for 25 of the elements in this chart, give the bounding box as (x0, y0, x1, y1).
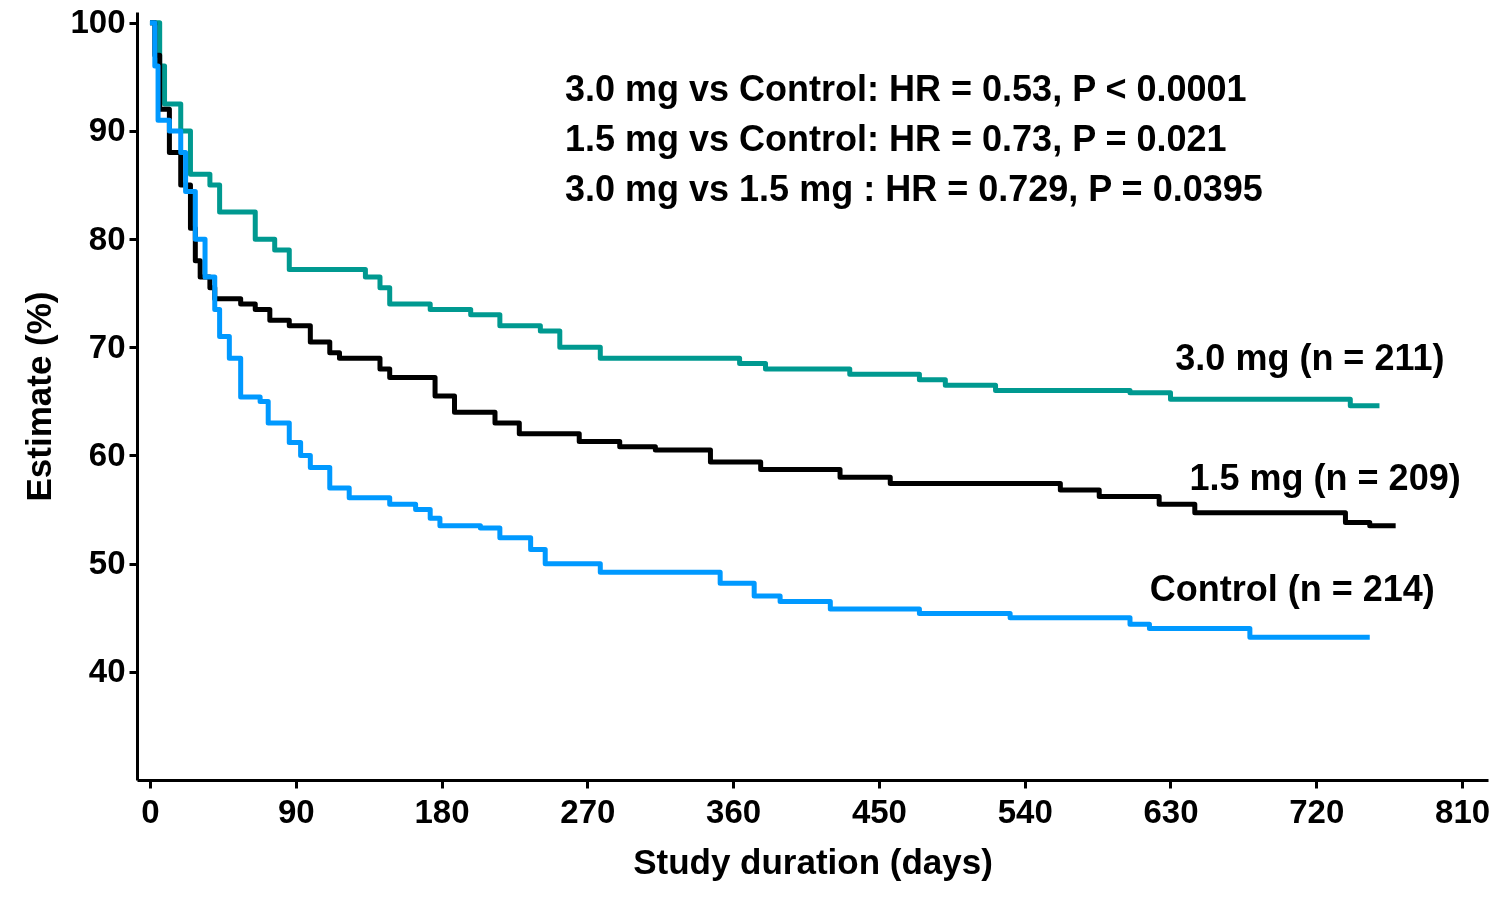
x-tick-label: 720 (1289, 792, 1345, 830)
annotation: 1.5 mg vs Control: HR = 0.73, P = 0.021 (565, 118, 1227, 159)
x-tick-label: 450 (851, 792, 907, 830)
y-tick-label: 100 (70, 3, 126, 41)
y-tick-label: 80 (88, 219, 126, 257)
annotation: 3.0 mg vs 1.5 mg : HR = 0.729, P = 0.0395 (565, 168, 1263, 209)
y-tick-label: 70 (88, 327, 126, 365)
y-tick-label: 50 (88, 544, 126, 582)
y-tick-label: 90 (88, 111, 126, 149)
y-tick-label: 60 (88, 435, 126, 473)
y-axis-title: Estimate (%) (19, 291, 59, 502)
x-tick-label: 810 (1435, 792, 1491, 830)
x-tick-label: 540 (997, 792, 1053, 830)
x-tick-label: 270 (560, 792, 616, 830)
y-tick-label: 40 (88, 652, 126, 690)
series-label: 3.0 mg (n = 211) (1175, 336, 1445, 378)
series-label: Control (n = 214) (1149, 568, 1435, 610)
annotation: 3.0 mg vs Control: HR = 0.53, P < 0.0001 (565, 68, 1247, 109)
x-tick-label: 360 (706, 792, 762, 830)
x-tick-label: 180 (414, 792, 470, 830)
x-tick-label: 630 (1143, 792, 1199, 830)
x-tick-label: 0 (141, 792, 160, 830)
series-label: 1.5 mg (n = 209) (1189, 456, 1461, 498)
x-axis-title: Study duration (days) (633, 841, 993, 881)
x-tick-label: 90 (277, 792, 315, 830)
